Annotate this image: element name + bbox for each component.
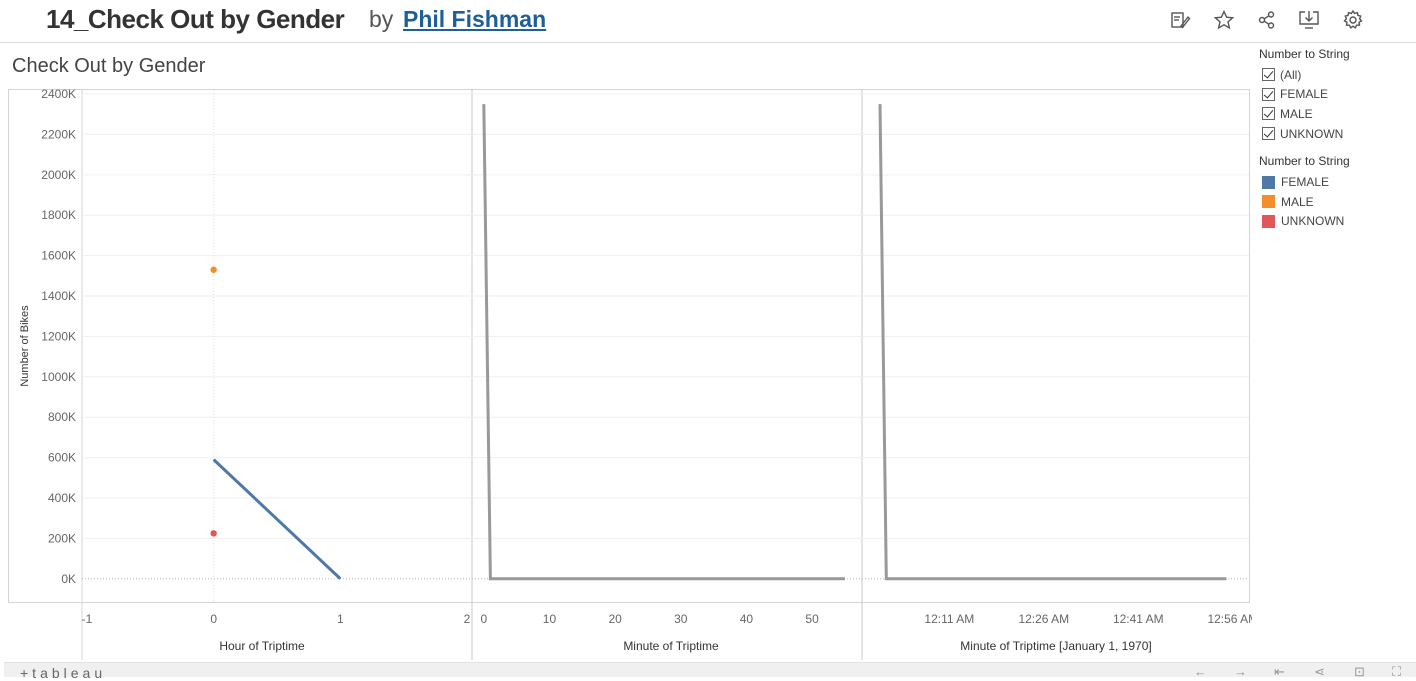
checkbox-checked-icon[interactable]: [1262, 68, 1275, 82]
x-tick-label: 12:26 AM: [1018, 612, 1069, 626]
x-tick-label: 12:56 AM: [1207, 612, 1252, 626]
legend-item-label: FEMALE: [1281, 175, 1330, 190]
redo-icon[interactable]: →: [1234, 664, 1247, 679]
checkbox-checked-icon[interactable]: [1262, 127, 1275, 141]
x-tick-label: 2: [464, 612, 471, 626]
y-tick-label: 200K: [48, 531, 76, 545]
y-tick-label: 800K: [48, 410, 76, 424]
x-tick-label: 30: [674, 612, 688, 626]
author-link[interactable]: Phil Fishman: [403, 6, 547, 32]
viz-header: 14_Check Out by Gender by Phil Fishman: [0, 0, 1416, 43]
y-tick-label: 1000K: [41, 370, 76, 384]
filter-item-label: MALE: [1280, 106, 1313, 121]
checkbox-checked-icon[interactable]: [1262, 87, 1275, 101]
data-point-male: [210, 266, 217, 273]
x-tick-label: 0: [210, 612, 217, 626]
chart-area[interactable]: 0K 200K 400K 600K 800K 1000K 1200K 1400K 1600K 18…: [0, 86, 1258, 661]
download-icon[interactable]: [1298, 9, 1320, 31]
y-tick-label: 0K: [61, 572, 76, 586]
color-swatch: [1262, 195, 1275, 209]
color-swatch: [1262, 175, 1275, 189]
y-tick-label: 600K: [48, 451, 76, 465]
y-axis-title: Number of Bikes: [19, 305, 31, 387]
fullscreen-icon[interactable]: ⛶: [1392, 664, 1402, 679]
color-legend-title: Number to String: [1259, 154, 1350, 169]
undo-icon[interactable]: ←: [1194, 664, 1207, 679]
legend-panel: Number to String (All) FEMALE MALE UNKNO…: [1259, 46, 1409, 231]
filter-item-all[interactable]: (All): [1259, 65, 1409, 85]
filter-title: Number to String: [1259, 47, 1350, 61]
x-tick-label: 0: [480, 612, 487, 626]
series-line-female: [212, 458, 342, 580]
filter-item-label: FEMALE: [1280, 87, 1329, 102]
series-line-minute: [482, 104, 845, 581]
x-tick-label: 12:41 AM: [1113, 612, 1164, 626]
x-axis-title: Minute of Triptime [January 1, 1970]: [960, 639, 1151, 653]
by-label: by: [369, 6, 394, 32]
color-swatch: [1262, 214, 1275, 228]
y-tick-label: 400K: [48, 491, 76, 505]
x-tick-label: 12:11 AM: [924, 612, 974, 626]
legend-item-label: UNKNOWN: [1281, 214, 1345, 229]
viz-title: 14_Check Out by Gender: [46, 4, 345, 34]
download-footer-icon[interactable]: ⊡: [1354, 664, 1365, 679]
footer-toolbar: +tableau ← → ⇤ ⋖ ⊡ ⛶: [4, 662, 1416, 681]
data-point-unknown: [210, 530, 217, 537]
checkbox-checked-icon[interactable]: [1262, 107, 1275, 121]
y-tick-label: 1800K: [41, 208, 76, 222]
star-icon[interactable]: [1213, 9, 1235, 31]
x-tick-label: -1: [82, 612, 93, 626]
y-tick-label: 1200K: [41, 329, 76, 343]
legend-item-label: MALE: [1281, 194, 1314, 209]
filter-item-label: UNKNOWN: [1280, 126, 1344, 141]
y-tick-label: 2000K: [41, 168, 76, 182]
tableau-logo: +tableau: [20, 665, 107, 681]
y-tick-label: 1400K: [41, 289, 76, 303]
x-tick-label: 10: [543, 612, 557, 626]
legend-item-male[interactable]: MALE: [1259, 192, 1409, 212]
x-tick-label: 50: [805, 612, 819, 626]
x-tick-label: 1: [337, 612, 344, 626]
legend-item-unknown[interactable]: UNKNOWN: [1259, 212, 1409, 232]
y-tick-label: 1600K: [41, 249, 76, 263]
x-axis-title: Hour of Triptime: [219, 639, 305, 653]
sheet-title: Check Out by Gender: [12, 55, 206, 77]
plot-frame: [8, 89, 1250, 603]
x-tick-label: 40: [740, 612, 754, 626]
share-footer-icon[interactable]: ⋖: [1314, 664, 1325, 679]
y-tick-label: 2200K: [41, 127, 76, 141]
chart-svg[interactable]: 0K 200K 400K 600K 800K 1000K 1200K 1400K 1600K 18…: [0, 86, 1258, 661]
filter-item-female[interactable]: FEMALE: [1259, 85, 1409, 105]
x-tick-label: 20: [608, 612, 622, 626]
edit-icon[interactable]: [1169, 9, 1191, 31]
settings-icon[interactable]: [1342, 9, 1364, 31]
filter-item-label: (All): [1280, 67, 1302, 82]
y-tick-label: 2400K: [41, 87, 76, 101]
filter-item-male[interactable]: MALE: [1259, 104, 1409, 124]
x-axis-title: Minute of Triptime: [623, 639, 719, 653]
filter-item-unknown[interactable]: UNKNOWN: [1259, 124, 1409, 144]
series-line-minute-1970: [878, 104, 1227, 581]
share-icon[interactable]: [1256, 9, 1278, 31]
legend-item-female[interactable]: FEMALE: [1259, 172, 1409, 192]
revert-icon[interactable]: ⇤: [1274, 664, 1285, 679]
